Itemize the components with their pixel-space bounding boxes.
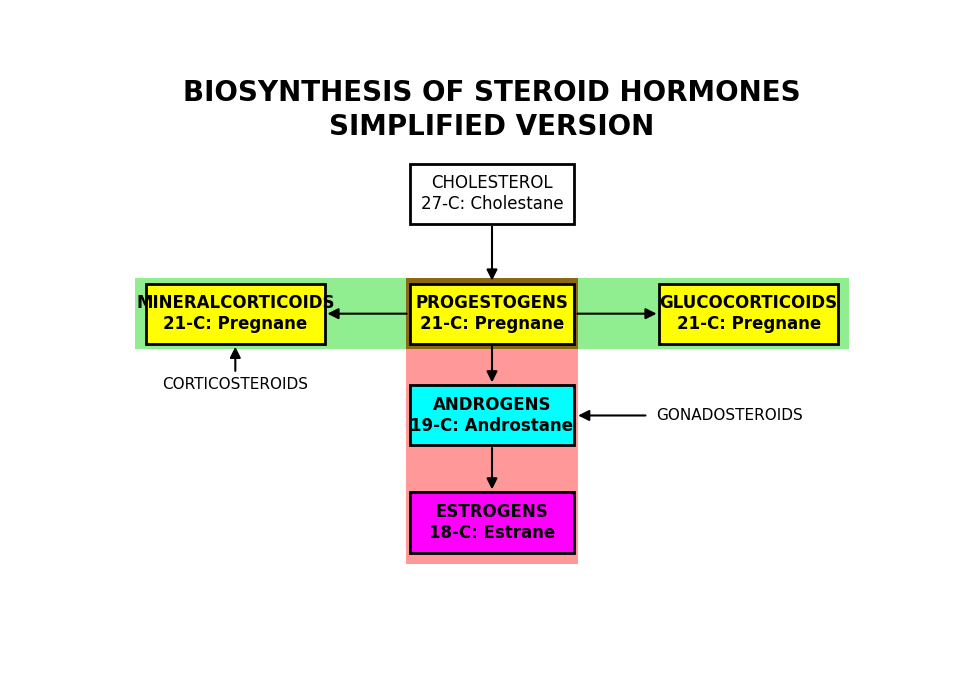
Bar [410,386,574,445]
Bar [410,163,574,224]
Text: ANDROGENS
19-C: Androstane: ANDROGENS 19-C: Androstane [411,396,573,435]
Bar [406,348,578,564]
Text: GONADOSTEROIDS: GONADOSTEROIDS [656,408,803,423]
Text: PROGESTOGENS
21-C: Pregnane: PROGESTOGENS 21-C: Pregnane [416,294,568,333]
Text: ESTROGENS
18-C: Estrane: ESTROGENS 18-C: Estrane [429,503,555,542]
Bar [410,283,574,344]
Bar [134,278,849,348]
Text: GLUCOCORTICOIDS
21-C: Pregnane: GLUCOCORTICOIDS 21-C: Pregnane [660,294,838,333]
Bar [660,283,838,344]
Text: MINERALCORTICOIDS
21-C: Pregnane: MINERALCORTICOIDS 21-C: Pregnane [136,294,335,333]
Bar [406,278,578,348]
Text: CORTICOSTEROIDS: CORTICOSTEROIDS [162,377,308,392]
Text: CHOLESTEROL
27-C: Cholestane: CHOLESTEROL 27-C: Cholestane [420,174,564,213]
Bar [146,283,324,344]
Text: BIOSYNTHESIS OF STEROID HORMONES
SIMPLIFIED VERSION: BIOSYNTHESIS OF STEROID HORMONES SIMPLIF… [183,79,801,142]
Bar [410,492,574,553]
